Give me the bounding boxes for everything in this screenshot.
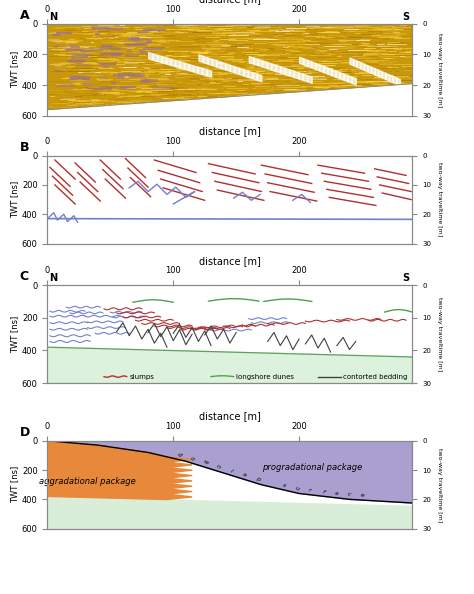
Text: contorted bedding: contorted bedding — [343, 374, 408, 380]
Text: B: B — [20, 141, 29, 154]
Text: e: e — [359, 492, 365, 498]
Text: r: r — [308, 487, 312, 493]
Text: N: N — [49, 12, 57, 22]
Text: c: c — [346, 492, 351, 498]
Text: u: u — [294, 485, 300, 491]
Y-axis label: two-way traveltime [m]: two-way traveltime [m] — [437, 33, 442, 107]
X-axis label: distance [m]: distance [m] — [199, 411, 261, 421]
Text: slumps: slumps — [129, 374, 154, 380]
X-axis label: distance [m]: distance [m] — [199, 126, 261, 136]
Text: aggradational package: aggradational package — [39, 477, 136, 486]
Text: a: a — [333, 490, 338, 496]
Text: C: C — [20, 270, 29, 283]
Text: N: N — [49, 273, 57, 283]
Text: o: o — [190, 455, 196, 462]
Text: D: D — [20, 426, 30, 440]
Text: d: d — [176, 451, 182, 458]
Text: S: S — [402, 12, 410, 22]
Text: a: a — [242, 472, 247, 478]
Text: S: S — [402, 273, 410, 283]
X-axis label: distance [m]: distance [m] — [199, 0, 261, 4]
Text: s: s — [281, 482, 286, 488]
Text: p: p — [255, 475, 261, 482]
Y-axis label: TWT [ns]: TWT [ns] — [10, 51, 19, 89]
Text: progradational package: progradational package — [262, 463, 362, 472]
Polygon shape — [47, 347, 412, 383]
Y-axis label: TWT [ns]: TWT [ns] — [10, 315, 19, 353]
Y-axis label: two-way traveltime [m]: two-way traveltime [m] — [437, 297, 442, 371]
Text: f: f — [321, 489, 325, 494]
Y-axis label: two-way traveltime [m]: two-way traveltime [m] — [437, 448, 442, 522]
Text: n: n — [216, 463, 222, 470]
Text: w: w — [202, 459, 209, 466]
X-axis label: distance [m]: distance [m] — [199, 255, 261, 266]
Text: longshore dunes: longshore dunes — [236, 374, 294, 380]
Polygon shape — [47, 441, 192, 500]
Text: l: l — [229, 469, 234, 474]
Y-axis label: two-way traveltime [m]: two-way traveltime [m] — [437, 163, 442, 237]
Polygon shape — [47, 441, 412, 503]
Y-axis label: TWT [ns]: TWT [ns] — [10, 181, 19, 218]
Y-axis label: TWT [ns]: TWT [ns] — [10, 466, 19, 503]
Text: A: A — [20, 9, 29, 22]
